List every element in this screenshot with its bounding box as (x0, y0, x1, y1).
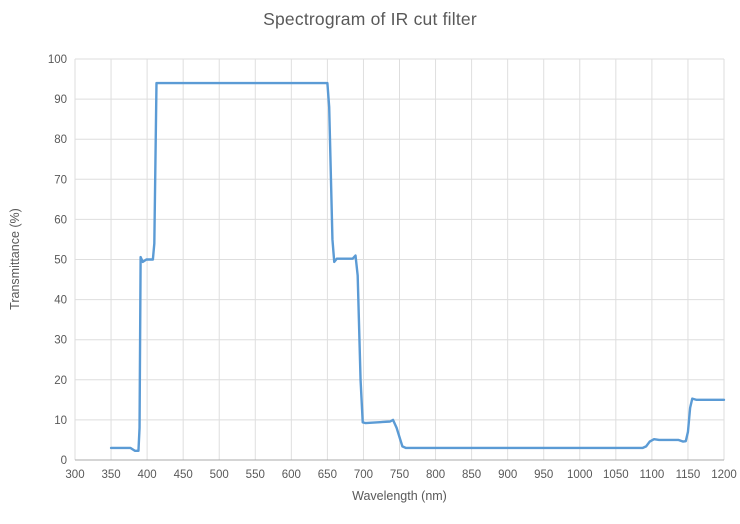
x-tick-label: 550 (246, 469, 265, 481)
y-tick-label: 30 (54, 335, 67, 347)
x-tick-label: 950 (534, 469, 553, 481)
y-tick-label: 60 (54, 214, 67, 226)
y-tick-label: 90 (54, 94, 67, 106)
x-tick-label: 1100 (640, 469, 665, 481)
y-tick-label: 70 (54, 174, 67, 186)
chart-title: Spectrogram of IR cut filter (263, 9, 477, 29)
y-tick-label: 0 (61, 455, 67, 467)
x-axis-title: Wavelength (nm) (352, 489, 447, 503)
x-tick-label: 750 (390, 469, 409, 481)
x-tick-label: 700 (354, 469, 373, 481)
y-tick-label: 40 (54, 295, 67, 307)
x-tick-label: 500 (210, 469, 229, 481)
y-tick-label: 20 (54, 375, 67, 387)
x-tick-label: 400 (138, 469, 157, 481)
y-tick-label: 80 (54, 134, 67, 146)
x-tick-label: 1050 (603, 469, 629, 481)
x-tick-label: 650 (318, 469, 337, 481)
x-tick-label: 600 (282, 469, 301, 481)
x-tick-label: 1200 (711, 469, 737, 481)
x-tick-label: 450 (174, 469, 193, 481)
x-tick-label: 1150 (676, 469, 701, 481)
x-tick-label: 850 (462, 469, 481, 481)
y-tick-label: 50 (54, 255, 67, 267)
y-tick-label: 10 (54, 415, 67, 427)
x-tick-label: 350 (101, 469, 120, 481)
x-tick-label: 900 (498, 469, 517, 481)
series-line-transmittance (109, 81, 726, 452)
x-tick-label: 1000 (567, 469, 593, 481)
x-tick-label: 800 (426, 469, 445, 481)
y-tick-label: 100 (48, 54, 67, 66)
x-tick-label: 300 (65, 469, 84, 481)
